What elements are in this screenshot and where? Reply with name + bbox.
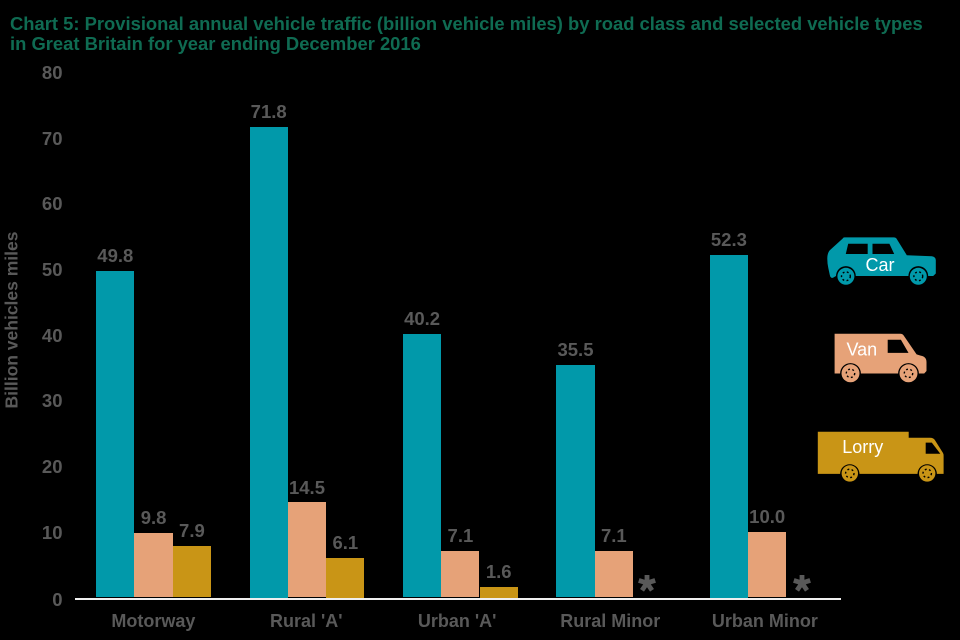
svg-text:Van: Van: [846, 340, 877, 360]
svg-text:Car: Car: [865, 255, 894, 275]
svg-text:Lorry: Lorry: [842, 437, 883, 457]
